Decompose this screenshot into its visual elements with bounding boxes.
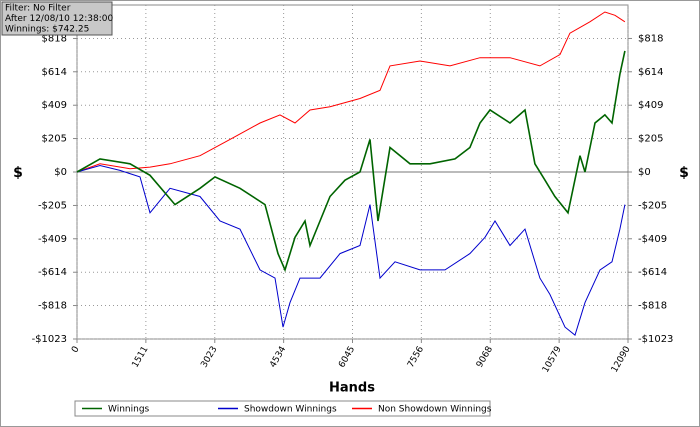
y-tick-label: -$409 [38, 234, 67, 245]
legend-label: Showdown Winnings [244, 405, 337, 415]
y-tick-label: -$818 [38, 301, 67, 312]
x-tick-label: 0 [70, 345, 82, 355]
y2-tick-label: $614 [638, 67, 663, 78]
y2-tick-label: -$409 [638, 234, 667, 245]
info-text: Winnings: $742.25 [5, 25, 89, 35]
y2-tick-label: -$614 [638, 267, 667, 278]
x-axis-label: Hands [329, 381, 375, 396]
y-axis-label: $ [13, 165, 23, 181]
y2-tick-label: $205 [638, 134, 663, 145]
legend-label: Non Showdown Winnings [378, 405, 492, 415]
series-line [76, 164, 626, 337]
y2-tick-label: -$818 [638, 301, 667, 312]
y2-tick-label: $0 [638, 167, 651, 178]
legend [74, 400, 491, 417]
y2-tick-label: $818 [638, 33, 663, 44]
info-text: After 12/08/10 12:38:00 [5, 14, 113, 24]
y-tick-label: $0 [54, 167, 67, 178]
y-tick-label: $409 [42, 100, 67, 111]
y-tick-label: $614 [42, 67, 67, 78]
y-tick-label: -$1023 [32, 334, 67, 345]
y2-tick-label: -$1023 [638, 334, 673, 345]
y-tick-label: $818 [42, 33, 67, 44]
series-line [76, 50, 626, 273]
legend-label: Winnings [108, 405, 150, 415]
info-text: Filter: No Filter [5, 4, 71, 14]
y2-axis-label: $ [679, 165, 689, 181]
y-tick-label: -$614 [38, 267, 67, 278]
info-box [1, 1, 113, 36]
y2-tick-label: $409 [638, 100, 663, 111]
series-line [76, 11, 626, 173]
y-tick-label: -$205 [38, 200, 67, 211]
y2-tick-label: -$205 [638, 200, 667, 211]
y-tick-label: $205 [42, 134, 67, 145]
